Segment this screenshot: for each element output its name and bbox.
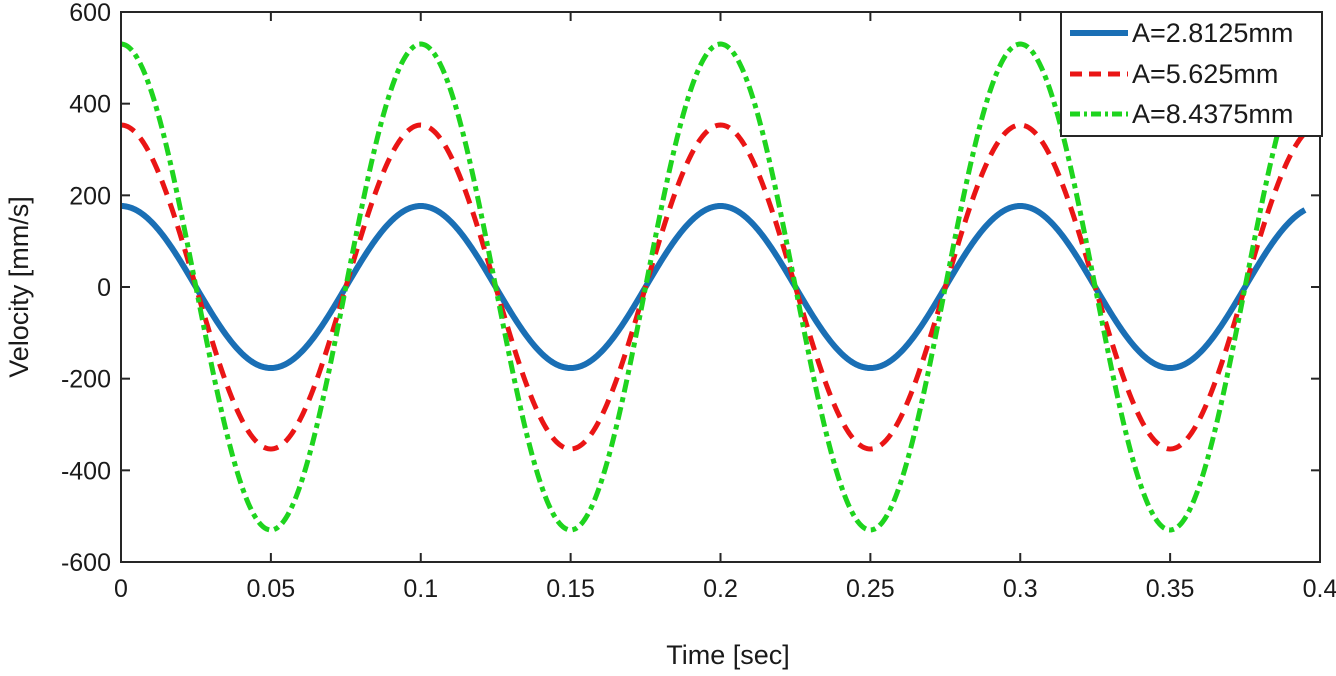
legend-entry: A=5.625mm	[1070, 59, 1278, 89]
x-tick-label: 0.4	[1303, 575, 1336, 603]
x-tick-label: 0.15	[546, 575, 595, 603]
y-tick-label: 200	[69, 182, 111, 210]
x-tick-label: 0.05	[247, 575, 296, 603]
legend-label: A=2.8125mm	[1132, 18, 1293, 48]
x-tick-label: 0.2	[703, 575, 738, 603]
y-tick-label: 0	[97, 274, 111, 302]
y-tick-label: 400	[69, 91, 111, 119]
y-tick-label: -200	[61, 366, 111, 394]
legend-border	[1060, 11, 1323, 137]
x-tick-label: 0.25	[846, 575, 895, 603]
y-tick-label: 600	[69, 0, 111, 27]
x-tick-label: 0.3	[1003, 575, 1038, 603]
legend-label: A=5.625mm	[1132, 59, 1278, 89]
x-tick-label: 0	[114, 575, 128, 603]
x-axis-label: Time [sec]	[666, 640, 790, 670]
y-tick-labels: 600 400 200 0 -200 -400 -600	[61, 0, 111, 577]
legend-entry: A=2.8125mm	[1070, 18, 1293, 48]
series-curve-2	[120, 41, 1308, 533]
legend: A=2.8125mm A=5.625mm A=8.4375mm	[1060, 11, 1323, 137]
y-tick-label: -600	[61, 549, 111, 577]
y-tick-label: -400	[61, 457, 111, 485]
curves	[119, 41, 1308, 533]
x-tick-label: 0.1	[403, 575, 438, 603]
y-axis-label: Velocity [mm/s]	[4, 196, 34, 378]
series-curve-0	[119, 203, 1307, 371]
legend-entry: A=8.4375mm	[1070, 99, 1293, 129]
x-tick-label: 0.35	[1146, 575, 1195, 603]
x-tick-labels: 0 0.05 0.1 0.15 0.2 0.25 0.3 0.35 0.4	[114, 575, 1336, 603]
legend-label: A=8.4375mm	[1132, 99, 1293, 129]
series-curve-1	[120, 122, 1307, 452]
x-ticks	[120, 12, 1321, 562]
